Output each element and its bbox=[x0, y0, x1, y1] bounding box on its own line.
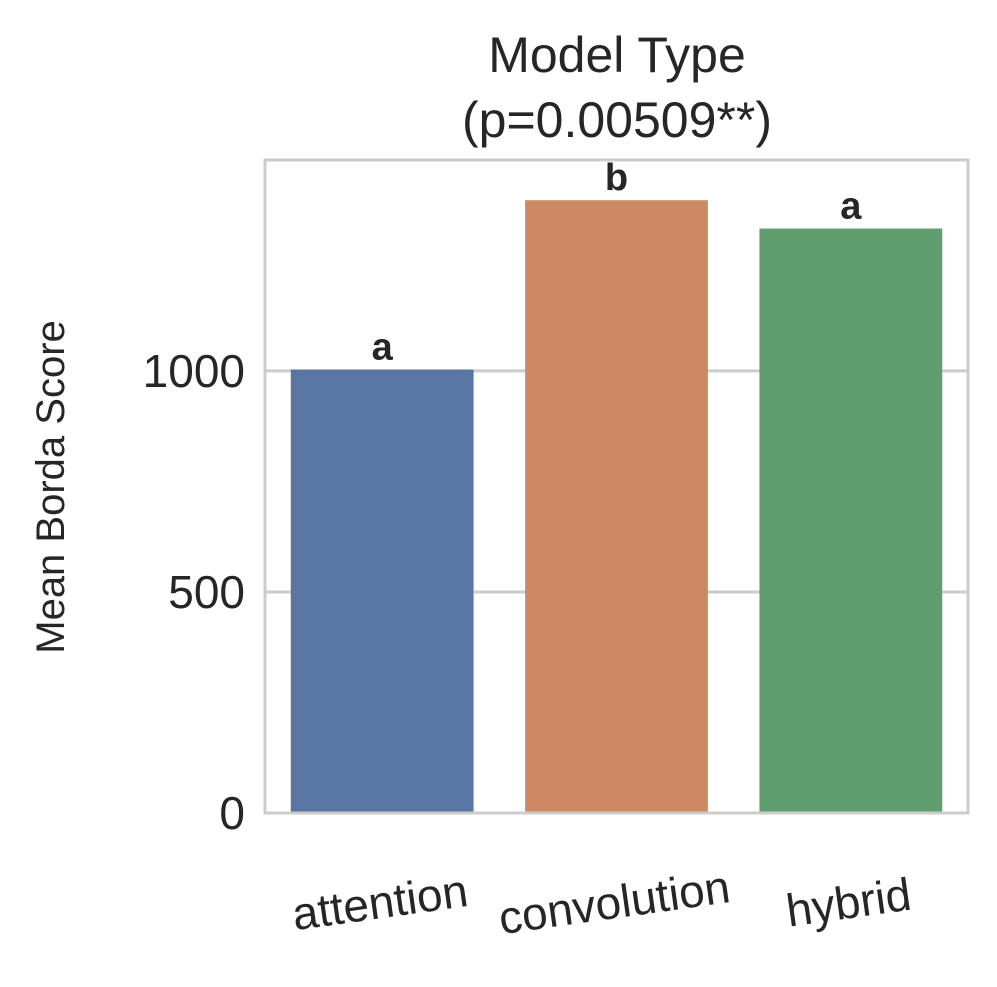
bar-attention bbox=[290, 369, 474, 813]
x-tick-label-hybrid: hybrid bbox=[783, 868, 914, 937]
bar-convolution bbox=[525, 200, 708, 813]
significance-letter-convolution: b bbox=[605, 157, 628, 199]
y-tick-label: 1000 bbox=[143, 345, 245, 397]
x-tick-label-convolution: convolution bbox=[495, 860, 733, 944]
chart-title-line1: Model Type bbox=[488, 27, 746, 83]
y-tick-label: 500 bbox=[168, 566, 245, 618]
y-tick-label: 0 bbox=[219, 787, 245, 839]
plot-frame bbox=[263, 158, 970, 815]
significance-letter-hybrid: a bbox=[840, 186, 862, 228]
significance-labels: a b a bbox=[372, 157, 863, 368]
x-tick-label-attention: attention bbox=[289, 864, 471, 940]
y-ticks: 0 500 1000 bbox=[143, 345, 245, 839]
bars bbox=[290, 200, 943, 814]
x-ticks: attention convolution hybrid bbox=[289, 860, 914, 944]
chart-title-line2: (p=0.00509**) bbox=[462, 92, 772, 148]
significance-letter-attention: a bbox=[372, 327, 394, 369]
y-axis-label: Mean Borda Score bbox=[29, 320, 73, 654]
bar-hybrid bbox=[759, 228, 943, 814]
